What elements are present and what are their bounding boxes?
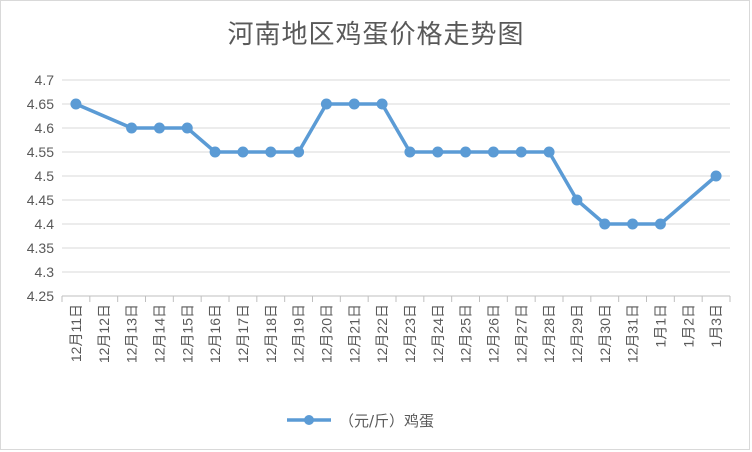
data-point: [209, 146, 221, 158]
x-tick-label: 12月16日: [207, 304, 223, 363]
x-tick-label: 1月2日: [680, 304, 696, 348]
data-point: [320, 98, 332, 110]
x-tick-label: 12月23日: [402, 304, 418, 363]
y-tick-label: 4.5: [35, 168, 55, 184]
x-tick-label: 12月15日: [179, 304, 195, 363]
x-tick-label: 12月27日: [513, 304, 529, 363]
series-layer: [70, 98, 722, 230]
data-point: [348, 98, 360, 110]
x-tick-label: 12月20日: [318, 304, 334, 363]
x-tick-label: 12月25日: [458, 304, 474, 363]
data-point: [543, 146, 555, 158]
data-point: [293, 146, 305, 158]
data-point: [432, 146, 444, 158]
legend: （元/斤）鸡蛋: [287, 412, 434, 430]
data-point: [571, 194, 583, 206]
data-point: [599, 218, 611, 230]
y-tick-label: 4.4: [35, 216, 55, 232]
data-point: [710, 170, 722, 182]
x-tick-label: 1月3日: [708, 304, 724, 348]
data-point: [627, 218, 639, 230]
y-tick-label: 4.25: [27, 288, 54, 304]
y-tick-label: 4.55: [27, 144, 54, 160]
x-tick-label: 1月1日: [652, 304, 668, 348]
data-point: [70, 98, 82, 110]
x-tick-label: 12月31日: [625, 304, 641, 363]
data-point: [126, 122, 138, 134]
y-tick-label: 4.6: [35, 120, 55, 136]
data-point: [153, 122, 165, 134]
gridlines: [62, 79, 730, 297]
x-tick-label: 12月29日: [569, 304, 585, 363]
x-tick-label: 12月22日: [374, 304, 390, 363]
x-tick-label: 12月11日: [68, 304, 84, 362]
y-tick-label: 4.45: [27, 192, 54, 208]
y-tick-label: 4.3: [35, 264, 55, 280]
legend-marker: [304, 415, 314, 425]
y-tick-label: 4.65: [27, 96, 54, 112]
series-line: [74, 102, 718, 226]
data-point: [515, 146, 527, 158]
x-axis: 12月11日 12月12日 12月13日 12月14日 12月15日 12月16日 12月1…: [61, 295, 731, 363]
data-point: [265, 146, 277, 158]
y-tick-label: 4.7: [35, 72, 55, 88]
x-tick-label: 12月24日: [430, 304, 446, 363]
x-tick-label: 12月18日: [263, 304, 279, 363]
x-tick-label: 12月26日: [485, 304, 501, 363]
x-tick-label: 12月30日: [597, 304, 613, 363]
data-point: [181, 122, 193, 134]
data-point: [487, 146, 499, 158]
x-tick-label: 12月28日: [541, 304, 557, 363]
y-tick-label: 4.35: [27, 240, 54, 256]
data-point: [376, 98, 388, 110]
chart-title: 河南地区鸡蛋价格走势图: [227, 20, 525, 50]
y-axis-ticks: 4.25 4.3 4.35 4.4 4.45 4.5 4.55 4.6 4.65 4.7: [27, 72, 54, 304]
x-tick-label: 12月21日: [346, 304, 362, 363]
x-tick-label: 12月13日: [124, 304, 140, 363]
data-point: [654, 218, 666, 230]
x-tick-label: 12月12日: [96, 304, 112, 363]
data-point: [237, 146, 249, 158]
x-tick-label: 12月17日: [235, 304, 251, 363]
x-tick-label: 12月14日: [151, 304, 167, 363]
legend-label: （元/斤）鸡蛋: [339, 412, 434, 430]
data-point: [404, 146, 416, 158]
x-tick-label: 12月19日: [291, 304, 307, 363]
data-point: [460, 146, 472, 158]
